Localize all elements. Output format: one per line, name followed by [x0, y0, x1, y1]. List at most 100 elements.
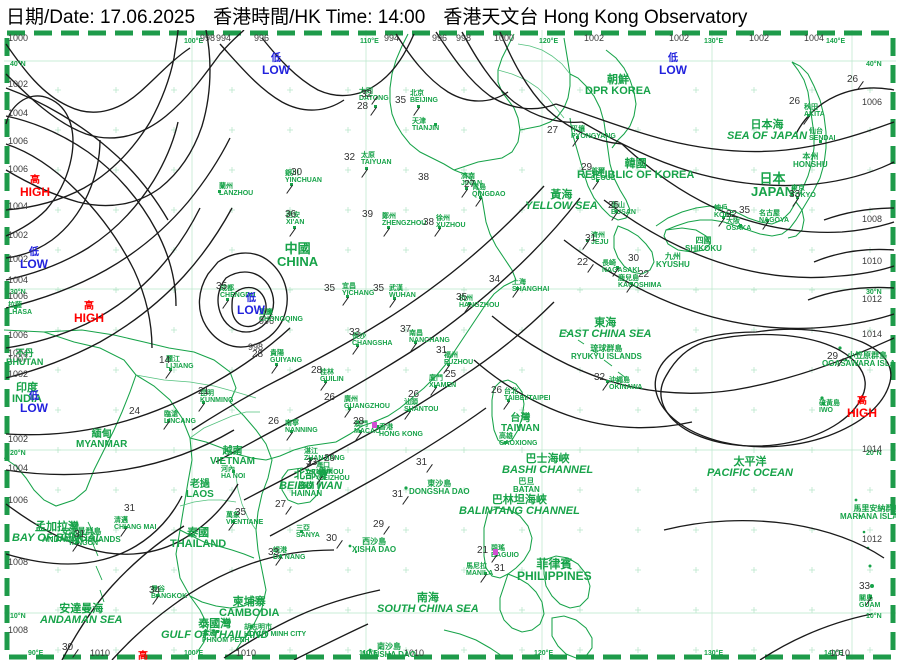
- region-name-label: 琉球群島 RYUKYU ISLANDS: [571, 344, 642, 361]
- city-label[interactable]: 上海 SHANGHAI: [512, 279, 550, 293]
- city-label[interactable]: 銀川 YINCHUAN: [285, 170, 322, 184]
- station-dot: [616, 266, 619, 269]
- city-label[interactable]: 馬尼拉 MANILA: [466, 563, 494, 577]
- country-name-label: 緬甸 MYANMAR: [76, 429, 128, 450]
- city-label[interactable]: 桂林 GUILIN: [320, 369, 344, 383]
- isobar-value-label: 1012: [862, 534, 883, 544]
- station-temperature: 28: [353, 416, 365, 427]
- city-label[interactable]: 台北 TAIBEI/TAIPEI: [504, 388, 551, 402]
- isobar-value-label: 1002: [8, 230, 29, 240]
- city-label[interactable]: 香港 HONG KONG: [379, 424, 423, 438]
- city-label[interactable]: 沖繩島 OKINAWA: [609, 377, 643, 391]
- station-temperature: 33: [268, 547, 280, 558]
- city-label[interactable]: 福州 FUZHOU: [444, 352, 474, 366]
- city-label[interactable]: 長沙 CHANGSHA: [352, 333, 393, 347]
- station-temperature: 29: [324, 453, 336, 464]
- city-label[interactable]: 鄭州 ZHENGZHOU: [382, 213, 427, 227]
- city-label[interactable]: 昆明 KUNMING: [200, 390, 234, 404]
- city-label[interactable]: 名古屋 NAGOYA: [759, 210, 790, 224]
- city-label[interactable]: 金邊 PHNOM PENH: [202, 630, 250, 644]
- highlighted-station-baguio[interactable]: [493, 549, 498, 555]
- region-name-label: 安達曼群島 ANDAMAN ISLANDS: [42, 527, 121, 544]
- city-label[interactable]: 宜昌 YICHANG: [342, 283, 375, 297]
- city-label[interactable]: 仙台 SENDAI: [809, 128, 836, 142]
- city-label[interactable]: 武漢 WUHAN: [389, 285, 416, 299]
- city-label[interactable]: 南昌 NANCHANG: [409, 330, 450, 344]
- city-label[interactable]: 秋田 AKITA: [804, 104, 825, 118]
- station-dot: [320, 474, 323, 477]
- city-label[interactable]: 徐州 XUZHOU: [436, 215, 466, 229]
- city-label[interactable]: 大同 DATONG: [359, 88, 389, 102]
- station-temperature: 30: [326, 533, 338, 544]
- city-label[interactable]: 成都 CHENGDU: [220, 285, 256, 299]
- city-label[interactable]: 太原 TAIYUAN: [361, 152, 392, 166]
- graticule-coordinate-label: 140°E: [824, 650, 844, 657]
- city-label[interactable]: 胡志明市 HO CHI MINH CITY: [244, 624, 307, 638]
- station-dot: [279, 555, 282, 558]
- city-label[interactable]: 三亞 SANYA: [296, 525, 320, 539]
- city-label[interactable]: 濟州 JEJU: [591, 232, 609, 246]
- station-dot: [300, 530, 303, 533]
- isobar-value-label: 1004: [8, 463, 29, 473]
- city-label[interactable]: 汕頭 SHANTOU: [404, 399, 439, 413]
- city-label[interactable]: 碧瑤 BAGUIO: [491, 545, 519, 559]
- city-label[interactable]: 大阪 OSAKA: [726, 218, 752, 232]
- city-label[interactable]: 濟南 JINAN: [461, 173, 483, 187]
- pressure-centre-low: 低 LOW: [20, 391, 48, 415]
- city-label[interactable]: 長崎 NAGASAKI: [602, 260, 640, 274]
- city-label[interactable]: 杭州 HANGZHOU: [459, 295, 500, 309]
- city-label[interactable]: 東京 TOKYO: [791, 185, 816, 199]
- city-label[interactable]: 首爾 SEOUL: [591, 168, 616, 182]
- city-label[interactable]: 重慶 CHONGQING: [259, 309, 303, 323]
- station-temperature: 34: [149, 585, 161, 596]
- station-temperature: 28: [252, 349, 264, 360]
- station-dot: [250, 625, 253, 628]
- city-label[interactable]: 麗江 LIJIANG: [166, 356, 194, 370]
- city-label[interactable]: 河內 HA NOI: [221, 466, 246, 480]
- city-label[interactable]: 高雄 GAOXIONG: [499, 433, 538, 447]
- city-label[interactable]: 湛江 ZHANJIANG: [304, 448, 345, 462]
- city-label[interactable]: 海口 HAIKOU: [316, 462, 344, 476]
- city-label[interactable]: 釜山 BUSAN: [611, 202, 636, 216]
- highlighted-station-hong-kong[interactable]: [372, 422, 377, 428]
- isobar-value-label: 1002: [584, 33, 605, 43]
- city-label[interactable]: 萬象 VIENTIANE: [226, 512, 264, 526]
- surface-pressure-map[interactable]: 40°N 30°N 20°N 10°N 40°N 30°N 20°N 10°N 90°E 100°…: [4, 30, 896, 660]
- city-label[interactable]: 拉薩LHASA: [8, 302, 33, 316]
- city-label[interactable]: 臨滄 LINCANG: [164, 411, 196, 425]
- city-label[interactable]: 平壤 PYONGYANG: [571, 126, 616, 140]
- city-label[interactable]: 廣州 GUANGZHOU: [344, 396, 390, 410]
- isobar-value-label: 1006: [8, 291, 29, 301]
- city-label[interactable]: 神戶KOBE: [714, 205, 734, 219]
- station-dot: [819, 140, 822, 143]
- station-temperature: 38: [423, 217, 435, 228]
- city-label[interactable]: 關島 GUAM: [859, 595, 881, 609]
- isobar-value-label: 1006: [8, 164, 29, 174]
- station-dot: [324, 472, 327, 475]
- city-label[interactable]: 曼谷 BANGKOK: [151, 586, 188, 600]
- station-temperature: 21: [477, 545, 489, 556]
- graticule-coordinate-label: 120°E: [534, 650, 554, 657]
- station-temperature: 37: [400, 324, 412, 335]
- city-label[interactable]: 西安 XI'AN: [286, 212, 305, 226]
- city-label[interactable]: 南寧 NANNING: [285, 420, 318, 434]
- city-label[interactable]: 雷州LEIZHOU: [319, 468, 350, 482]
- city-label[interactable]: 峴港 DA NANG: [273, 547, 306, 561]
- city-label[interactable]: 天津 TIANJIN: [412, 118, 440, 132]
- city-label[interactable]: 貴陽 GUIYANG: [270, 350, 303, 364]
- city-label[interactable]: 鹿兒島 KAGOSHIMA: [618, 275, 662, 289]
- city-label[interactable]: 廈門 XIAMEN: [429, 375, 457, 389]
- city-label[interactable]: 北京 BEIJING: [410, 90, 439, 104]
- isobar-value-label: 1006: [8, 495, 29, 505]
- city-label[interactable]: 蘭州 LANZHOU: [219, 183, 254, 197]
- city-label[interactable]: 澳門 MACAO: [354, 421, 381, 435]
- city-label[interactable]: 仰光 YANGON: [68, 533, 99, 547]
- station-temperature: 30: [628, 253, 640, 264]
- city-label[interactable]: 清邁 CHIANG MAI: [114, 517, 157, 531]
- city-label[interactable]: 硫黃島 IWO: [819, 400, 840, 414]
- isobar-value-label: 996: [259, 316, 275, 326]
- map-border: [4, 30, 896, 660]
- station-temperature: 26: [324, 392, 336, 403]
- city-label[interactable]: 青島 QINGDAO: [472, 184, 506, 198]
- station-temperature: 30: [291, 167, 303, 178]
